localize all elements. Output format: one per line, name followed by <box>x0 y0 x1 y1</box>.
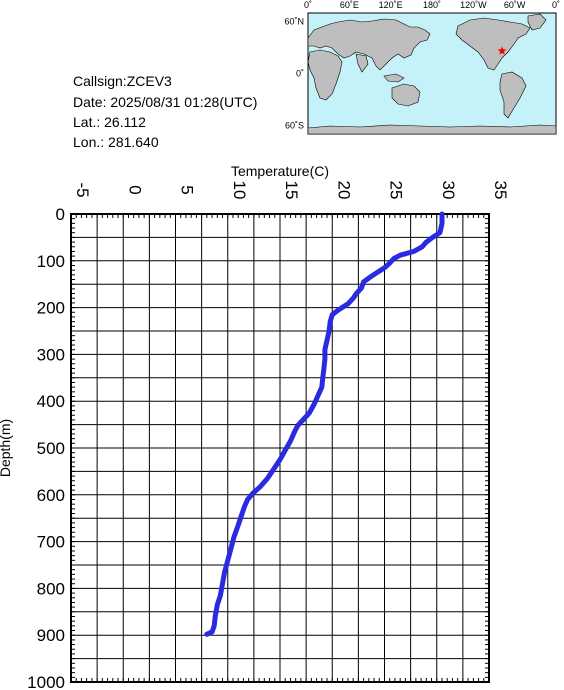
y-tick-label: 600 <box>37 486 65 505</box>
y-tick-label: 400 <box>37 392 65 411</box>
x-tick-label: 25 <box>387 181 406 200</box>
land-eurasia <box>307 18 431 71</box>
x-tick-label: 20 <box>334 181 353 200</box>
map-lon-label: 60˚E <box>340 0 359 10</box>
x-tick-label: 0 <box>125 185 144 194</box>
x-tick-label: 15 <box>282 181 301 200</box>
y-tick-label: 700 <box>37 533 65 552</box>
y-tick-label: 0 <box>56 205 65 224</box>
callsign-text: Callsign:ZCEV3 <box>73 73 172 89</box>
x-tick-label: 5 <box>178 185 197 194</box>
x-tick-label: 35 <box>491 181 510 200</box>
map-lon-label: 120˚W <box>460 0 487 10</box>
y-tick-label: 500 <box>37 439 65 458</box>
y-tick-label: 200 <box>37 299 65 318</box>
map-lon-label: 60˚W <box>504 0 526 10</box>
y-axis-label: Depth(m) <box>0 419 13 477</box>
map-land <box>307 13 557 135</box>
map-lon-label: 0˚ <box>552 0 560 10</box>
latitude-text: Lat.: 26.112 <box>73 114 146 130</box>
y-tick-label: 1000 <box>27 673 65 690</box>
map-lon-label: 180˚ <box>423 0 441 10</box>
map-lat-label: 60˚S <box>285 120 304 130</box>
land-north-america <box>455 17 531 71</box>
map-lat-label: 60˚N <box>284 17 304 27</box>
map-lat-label: 0˚ <box>296 69 304 79</box>
plot-frame <box>70 213 490 683</box>
land-africa <box>307 49 343 101</box>
x-tick-label: -5 <box>73 182 92 197</box>
y-tick-label: 300 <box>37 345 65 364</box>
chart-series <box>204 211 445 637</box>
y-tick-labels: 0 100 200 300 400 500 600 700 800 900 1000 <box>27 205 65 690</box>
x-tick-labels: -5 0 5 10 15 20 25 30 35 <box>73 181 510 200</box>
x-tick-label: 10 <box>230 181 249 200</box>
x-tick-label: 30 <box>439 181 458 200</box>
longitude-text: Lon.: 281.640 <box>73 134 159 150</box>
position-star <box>497 46 507 55</box>
land-australia <box>391 83 421 107</box>
temperature-profile-line <box>204 211 445 637</box>
y-tick-label: 900 <box>37 626 65 645</box>
date-text: Date: 2025/08/31 01:28(UTC) <box>73 94 257 110</box>
map-lon-label: 0˚ <box>304 0 312 10</box>
land-antarctica <box>307 124 557 135</box>
land-india <box>355 53 369 73</box>
chart-grid <box>70 213 490 683</box>
land-south-america <box>499 71 527 119</box>
temperature-depth-chart: -5 0 5 10 15 20 25 30 35 0 100 200 300 400 500 600 700 8… <box>0 163 510 690</box>
map-lon-label: 120˚E <box>379 0 403 10</box>
world-map-inset: 0˚ 60˚E 120˚E 180˚ 120˚W 60˚W 0˚ 60˚N0˚60˚S <box>284 0 560 135</box>
land-greenland <box>527 13 547 31</box>
map-latitude-labels: 60˚N 0˚ 60˚S <box>284 17 304 131</box>
y-tick-label: 800 <box>37 579 65 598</box>
land-indonesia <box>383 73 405 83</box>
map-longitude-labels: 0˚ 60˚E 120˚E 180˚ 120˚W 60˚W 0˚ <box>304 0 560 10</box>
station-info: Callsign:ZCEV3 Date: 2025/08/31 01:28(UT… <box>73 73 257 150</box>
map-position-marker-icon <box>497 46 507 55</box>
y-tick-label: 100 <box>37 252 65 271</box>
x-axis-label: Temperature(C) <box>231 163 329 179</box>
